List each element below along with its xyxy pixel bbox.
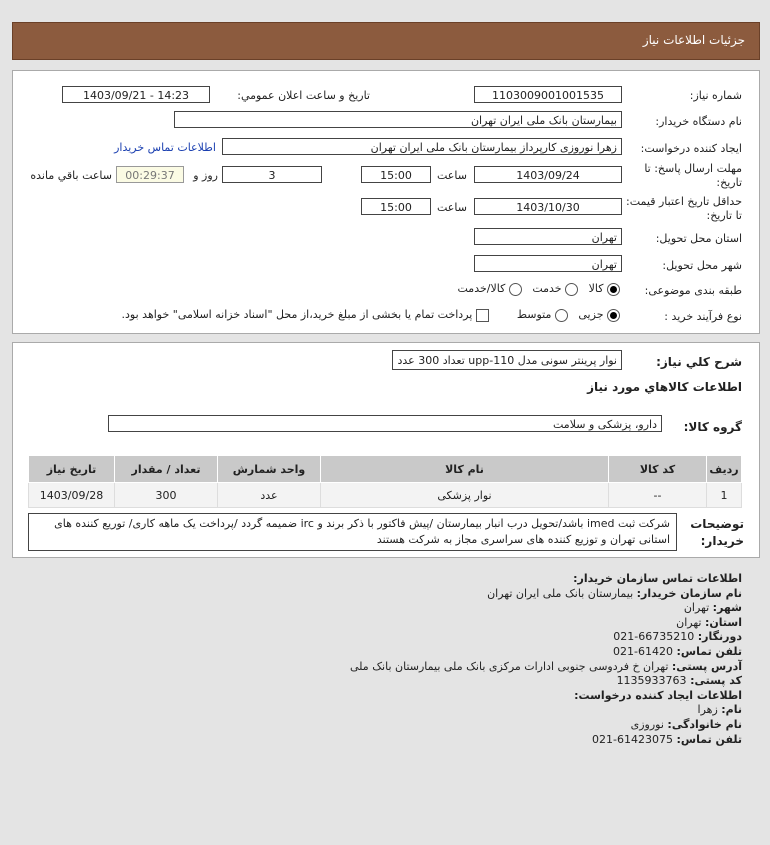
process-minor-radio[interactable] (607, 308, 620, 322)
cell-date: 1403/09/28 (28, 482, 115, 508)
name-value: زهرا (697, 703, 718, 717)
buyer-notes-label: توضیحات خریدار: (690, 517, 744, 548)
buyer-contact-info: اطلاعات تماس سازمان خریدار: نام سازمان خ… (350, 572, 742, 747)
category-label: طبقه بندی موضوعی: (644, 284, 742, 297)
phone-value: 61420-021 (613, 644, 674, 658)
family-value: نوروزی (630, 717, 664, 731)
postal-label: کد پستی: (690, 674, 742, 688)
validity-time-field: 15:00 (361, 198, 431, 215)
deadline-time-label: ساعت (437, 169, 467, 182)
remaining-label: ساعت باقي مانده (30, 169, 112, 182)
col-quantity: تعداد / مقدار (114, 455, 218, 483)
announce-field: 1403/09/21 - 14:23 (62, 86, 210, 103)
table-row: 1 -- نوار پزشکی عدد 300 1403/09/28 (28, 482, 742, 508)
description-label: شرح کلي نياز: (656, 355, 742, 369)
description-field: نوار پرینتر سونی مدل upp-110 تعداد 300 ع… (392, 350, 622, 370)
phone-label: تلفن تماس: (676, 644, 742, 658)
category-goods-radio[interactable] (607, 282, 620, 296)
cell-quantity: 300 (114, 482, 218, 508)
goods-table: رديف کد کالا نام کالا واحد شمارش تعداد /… (28, 455, 742, 508)
buyer-notes-field: شرکت ثبت imed باشد/تحویل درب انبار بیمار… (28, 513, 677, 551)
remaining-time-field: 00:29:37 (116, 166, 184, 183)
creator-title: اطلاعات ایجاد کننده درخواست: (574, 688, 742, 702)
goods-group-label: گروه کالا: (683, 420, 742, 434)
province-value: تهران (676, 615, 702, 629)
province-field: تهران (474, 228, 622, 245)
fax-value: 66735210-021 (613, 630, 695, 644)
city-field: تهران (474, 255, 622, 272)
buyer-contact-link[interactable]: اطلاعات تماس خریدار (114, 141, 216, 154)
process-label: نوع فرآیند خرید : (664, 310, 742, 323)
col-date: تاريخ نياز (28, 455, 115, 483)
creator-field: زهرا نوروزی کارپرداز بیمارستان بانک ملی … (222, 138, 622, 155)
cell-unit: عدد (217, 482, 321, 508)
org-label: نام سازمان خریدار: (636, 586, 742, 600)
creator-label: ایجاد کننده درخواست: (640, 142, 742, 155)
process-minor-label: جزیی (578, 308, 604, 321)
category-both-radio[interactable] (508, 282, 522, 296)
need-number-field: 1103009001001535 (474, 86, 622, 103)
validity-time-label: ساعت (437, 201, 467, 214)
buyer-field: بیمارستان بانک ملی ایران تهران (174, 111, 622, 128)
col-row: رديف (706, 455, 742, 483)
city-label: شهر: (712, 601, 742, 615)
city-value: تهران (683, 601, 710, 615)
name-label: نام: (721, 703, 742, 717)
days-label: روز و (193, 169, 218, 182)
treasury-payment-checkbox[interactable] (475, 308, 489, 322)
table-header-row: رديف کد کالا نام کالا واحد شمارش تعداد /… (28, 455, 742, 483)
contact-title: اطلاعات تماس سازمان خریدار: (573, 572, 742, 585)
goods-group-field: دارو، پزشکی و سلامت (108, 415, 662, 432)
province-label: استان: (705, 615, 742, 629)
validity-date-field: 1403/10/30 (474, 198, 622, 215)
page-title: جزئیات اطلاعات نیاز (642, 33, 745, 47)
address-value: تهران خ فردوسی جنوبی ادارات مرکزی بانک م… (350, 659, 669, 673)
fax-label: دورنگار: (697, 630, 742, 644)
need-number-label: شماره نیاز: (689, 89, 742, 102)
org-value: بیمارستان بانک ملی ایران تهران (487, 586, 634, 600)
family-label: نام خانوادگی: (667, 717, 742, 731)
col-name: نام کالا (320, 455, 609, 483)
city-label: شهر محل تحویل: (662, 259, 742, 272)
address-label: آدرس پستی: (671, 659, 742, 673)
creator-phone-label: تلفن تماس: (676, 732, 742, 746)
deadline-label: مهلت ارسال پاسخ: تا تاریخ: (644, 162, 742, 189)
validity-label: حداقل تاریخ اعتبار قیمت: تا تاریخ: (626, 195, 742, 222)
cell-name: نوار پزشکی (320, 482, 609, 508)
postal-value: 1135933763 (616, 674, 687, 688)
cell-row: 1 (706, 482, 742, 508)
category-service-radio[interactable] (565, 282, 579, 296)
col-unit: واحد شمارش (217, 455, 321, 483)
category-both-label: کالا/خدمت (457, 282, 506, 295)
goods-section-title: اطلاعات کالاهاي مورد نياز (587, 380, 742, 394)
cell-code: -- (608, 482, 707, 508)
days-field: 3 (222, 166, 322, 183)
col-code: کد کالا (608, 455, 707, 483)
announce-label: تاريخ و ساعت اعلان عمومي: (237, 89, 370, 102)
province-label: استان محل تحویل: (655, 232, 742, 245)
category-goods-label: کالا (588, 282, 604, 295)
deadline-date-field: 1403/09/24 (474, 166, 622, 183)
process-medium-label: متوسط (516, 308, 552, 321)
category-radio-group: کالا خدمت کالا/خدمت (457, 282, 620, 296)
category-service-label: خدمت (532, 282, 562, 295)
creator-phone-value: 61423075-021 (592, 732, 674, 746)
page-header: جزئیات اطلاعات نیاز (12, 22, 760, 60)
process-medium-radio[interactable] (554, 308, 568, 322)
buyer-label: نام دستگاه خریدار: (655, 115, 742, 128)
process-radio-group: جزیی متوسط پرداخت تمام یا بخشی از مبلغ خ… (122, 308, 620, 322)
deadline-time-field: 15:00 (361, 166, 431, 183)
treasury-payment-label: پرداخت تمام یا بخشی از مبلغ خرید،از محل … (121, 308, 473, 321)
